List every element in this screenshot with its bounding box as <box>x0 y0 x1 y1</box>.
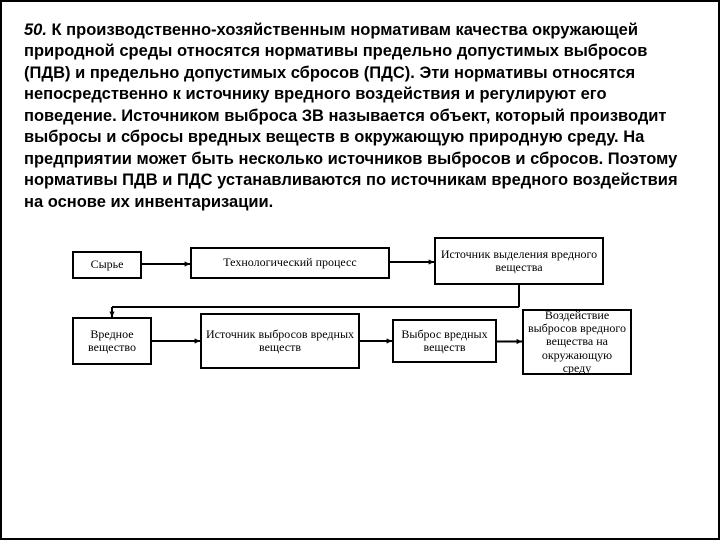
flowchart: Сырье Технологический процесс Источник выд… <box>72 237 632 437</box>
item-number: 50. <box>24 21 47 39</box>
flowchart-node: Источник выделения вредного вещества <box>434 237 604 285</box>
flowchart-node: Технологический процесс <box>190 247 390 279</box>
flowchart-node: Воздействие выбросов вредного вещества н… <box>522 309 632 375</box>
flowchart-node: Вредное вещество <box>72 317 152 365</box>
paragraph-text: К производственно-хозяйственным норматив… <box>24 21 678 211</box>
page-frame: 50. К производственно-хозяйственным норм… <box>0 0 720 540</box>
flowchart-node: Источник выбросов вредных веществ <box>200 313 360 369</box>
flowchart-node: Сырье <box>72 251 142 279</box>
flowchart-node: Выброс вредных веществ <box>392 319 497 363</box>
paragraph-block: 50. К производственно-хозяйственным норм… <box>24 20 696 213</box>
